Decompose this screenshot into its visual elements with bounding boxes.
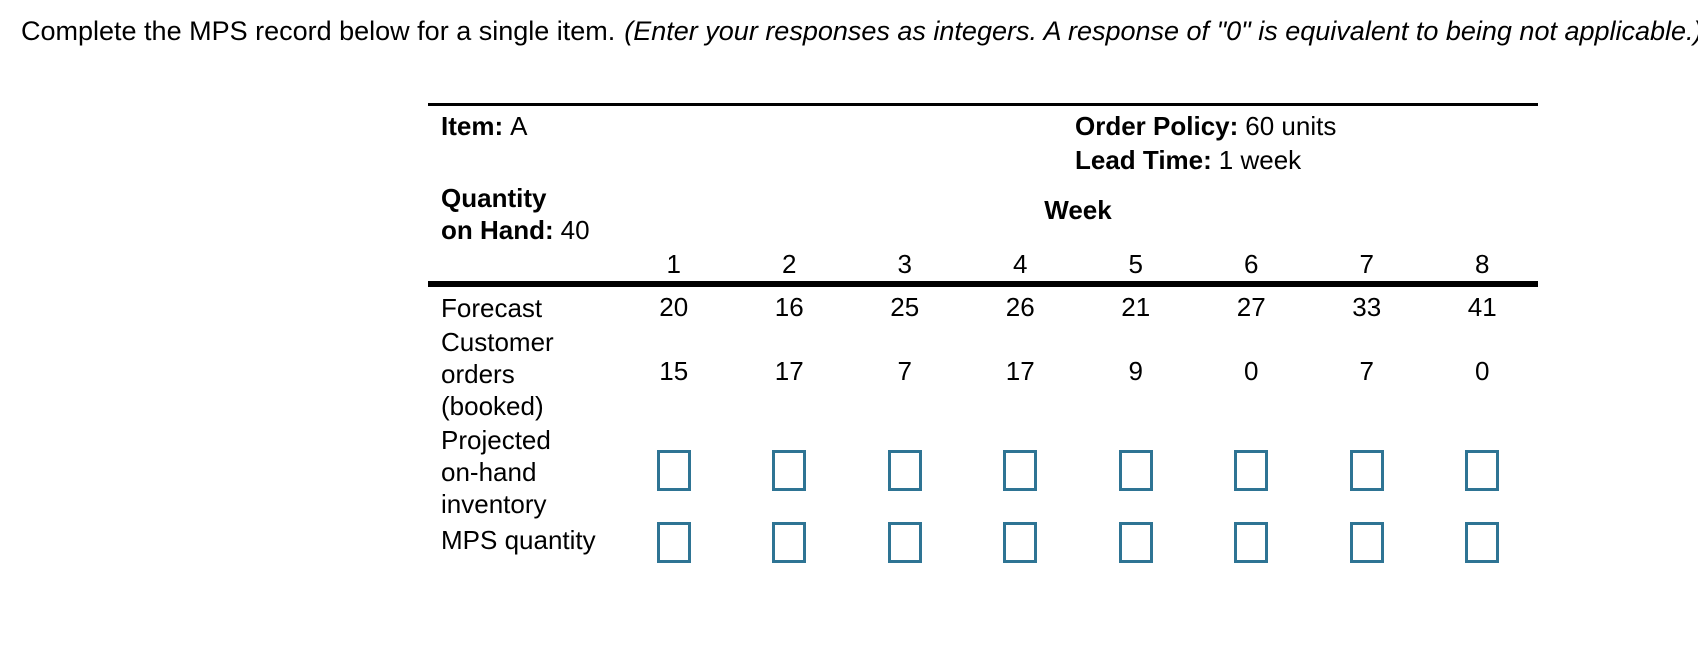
quantity-on-hand-label-line2: on Hand: 40 (441, 215, 590, 245)
week-number-8: 8 (1475, 249, 1490, 279)
week-number-2: 2 (782, 249, 797, 279)
table-top-rule (428, 103, 1538, 106)
forecast-value-w5: 21 (1121, 292, 1151, 322)
projected-inventory-inputs-row (616, 450, 1540, 491)
mps-quantity-input-w8[interactable] (1465, 522, 1500, 563)
item-value: A (510, 111, 528, 141)
forecast-values-row: 20 16 25 26 21 27 33 41 (616, 292, 1540, 323)
mps-record-table: Item: A Order Policy: 60 units Lead Time: 1… (428, 103, 1538, 583)
order-policy-header: Order Policy: 60 units (1075, 111, 1336, 142)
instruction-main: Complete the MPS record below for a sing… (21, 16, 616, 46)
quantity-on-hand-value: 40 (560, 215, 590, 245)
week-number-6: 6 (1244, 249, 1259, 279)
projected-inventory-input-w6[interactable] (1234, 450, 1269, 491)
row-label-customer-orders: Customer orders (booked) (441, 327, 554, 421)
customer-orders-value-w8: 0 (1475, 356, 1490, 386)
order-policy-value: 60 units (1245, 111, 1337, 141)
projected-inventory-input-w2[interactable] (772, 450, 807, 491)
projected-inventory-input-w5[interactable] (1118, 450, 1153, 491)
mps-quantity-input-w5[interactable] (1118, 522, 1153, 563)
lead-time-label: Lead Time: (1075, 145, 1212, 175)
item-header: Item: A (441, 111, 527, 142)
mps-quantity-input-w4[interactable] (1003, 522, 1038, 563)
instruction-text: Complete the MPS record below for a sing… (21, 16, 1698, 47)
table-header-rule (428, 281, 1538, 287)
customer-orders-value-w4: 17 (1005, 356, 1035, 386)
order-policy-label: Order Policy: (1075, 111, 1239, 141)
quantity-on-hand-header: Quantity on Hand: 40 (441, 182, 590, 246)
projected-inventory-input-w7[interactable] (1349, 450, 1384, 491)
forecast-value-w4: 26 (1005, 292, 1035, 322)
projected-inventory-input-w3[interactable] (887, 450, 922, 491)
item-label: Item: (441, 111, 504, 141)
forecast-value-w6: 27 (1236, 292, 1266, 322)
projected-inventory-input-w8[interactable] (1465, 450, 1500, 491)
customer-orders-value-w3: 7 (897, 356, 912, 386)
forecast-value-w3: 25 (890, 292, 920, 322)
week-number-5: 5 (1128, 249, 1143, 279)
forecast-value-w8: 41 (1467, 292, 1497, 322)
week-number-3: 3 (897, 249, 912, 279)
customer-orders-value-w1: 15 (659, 356, 689, 386)
mps-quantity-input-w1[interactable] (656, 522, 691, 563)
forecast-value-w2: 16 (774, 292, 804, 322)
customer-orders-value-w6: 0 (1244, 356, 1259, 386)
mps-quantity-input-w7[interactable] (1349, 522, 1384, 563)
row-label-forecast: Forecast (441, 293, 543, 323)
quantity-on-hand-label-line1: Quantity (441, 183, 547, 213)
row-label-projected-inventory: Projected on-hand inventory (441, 425, 551, 519)
mps-quantity-input-w2[interactable] (772, 522, 807, 563)
lead-time-header: Lead Time: 1 week (1075, 145, 1301, 176)
forecast-value-w7: 33 (1352, 292, 1382, 322)
week-header: Week (1044, 195, 1112, 225)
projected-inventory-input-w4[interactable] (1003, 450, 1038, 491)
customer-orders-value-w5: 9 (1128, 356, 1143, 386)
week-numbers-row: 1 2 3 4 5 6 7 8 (616, 249, 1540, 280)
week-number-1: 1 (666, 249, 681, 279)
mps-quantity-input-w6[interactable] (1234, 522, 1269, 563)
projected-inventory-input-w1[interactable] (656, 450, 691, 491)
instruction-note: (Enter your responses as integers. A res… (624, 16, 1698, 46)
week-number-4: 4 (1013, 249, 1028, 279)
row-label-mps-quantity: MPS quantity (441, 525, 596, 555)
customer-orders-value-w7: 7 (1359, 356, 1374, 386)
lead-time-value: 1 week (1218, 145, 1302, 175)
forecast-value-w1: 20 (659, 292, 689, 322)
customer-orders-value-w2: 17 (774, 356, 804, 386)
customer-orders-values-row: 15 17 7 17 9 0 7 0 (616, 356, 1540, 387)
mps-quantity-inputs-row (616, 522, 1540, 563)
week-number-7: 7 (1359, 249, 1374, 279)
mps-quantity-input-w3[interactable] (887, 522, 922, 563)
